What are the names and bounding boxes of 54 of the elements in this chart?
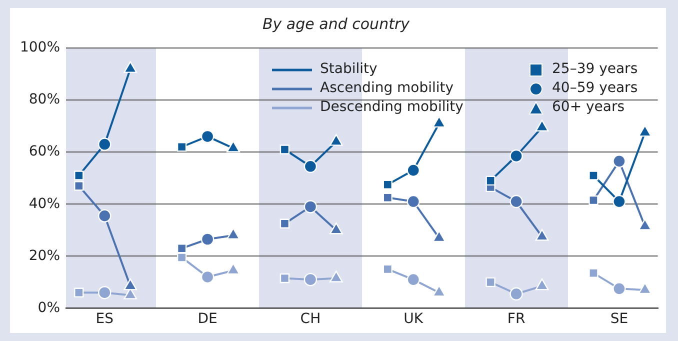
point <box>612 154 626 168</box>
legend-label: 25–39 years <box>552 60 638 79</box>
point <box>176 244 187 254</box>
legend-label: 40–59 years <box>552 79 638 98</box>
point <box>280 218 290 228</box>
y-tick-label: 20% <box>28 248 60 264</box>
point <box>510 149 523 163</box>
point <box>200 232 214 246</box>
point <box>406 164 420 177</box>
x-tick-label: CH <box>300 311 321 328</box>
y-tick-label: 40% <box>28 196 60 212</box>
legend-label: Descending mobility <box>320 98 464 117</box>
legend-label: Stability <box>320 60 378 79</box>
point <box>74 170 84 180</box>
point <box>176 252 187 262</box>
point <box>588 170 598 180</box>
chart-title: By age and country <box>262 14 411 33</box>
point <box>280 144 290 154</box>
legend-label: 60+ years <box>552 98 625 117</box>
point <box>304 200 318 214</box>
point <box>510 287 523 300</box>
point <box>510 194 523 208</box>
legend-label: Ascending mobility <box>320 79 454 98</box>
point <box>280 273 290 284</box>
point <box>176 142 187 152</box>
point <box>98 138 112 151</box>
point <box>612 282 626 296</box>
point <box>406 194 420 208</box>
point <box>382 180 392 190</box>
x-tick-label: SE <box>610 311 628 328</box>
point <box>382 264 392 274</box>
x-tick-label: DE <box>198 311 218 328</box>
point <box>304 160 318 173</box>
x-tick-label: UK <box>404 311 424 328</box>
point <box>98 286 112 300</box>
point <box>612 194 626 208</box>
y-tick-label: 0% <box>38 300 60 316</box>
point <box>304 272 318 286</box>
point <box>588 268 598 278</box>
x-tick-label: ES <box>96 311 114 328</box>
point <box>74 181 84 191</box>
point <box>200 130 214 144</box>
point <box>486 277 496 288</box>
point <box>74 288 84 298</box>
y-tick-label: 80% <box>28 92 60 108</box>
point <box>200 270 214 284</box>
y-tick-label: 60% <box>28 144 60 160</box>
point <box>406 272 420 286</box>
point <box>98 209 112 222</box>
point <box>382 192 392 202</box>
point <box>486 176 496 186</box>
x-tick-label: FR <box>507 311 526 328</box>
point <box>588 195 598 206</box>
y-tick-label: 100% <box>20 40 60 56</box>
